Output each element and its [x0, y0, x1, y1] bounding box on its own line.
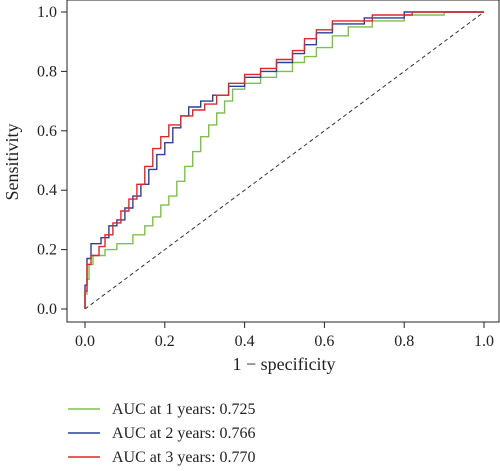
x-tick-label: 1.0 [474, 333, 494, 350]
y-tick-label: 0.6 [37, 123, 57, 140]
y-axis: 0.0 0.2 0.4 0.6 0.8 1.0 [37, 4, 67, 318]
legend-label-1: AUC at 1 years: 0.725 [112, 401, 256, 418]
y-tick-label: 1.0 [37, 4, 57, 21]
y-tick-label: 0.2 [37, 242, 57, 259]
plot-frame [66, 0, 500, 323]
x-axis: 0.0 0.2 0.4 0.6 0.8 1.0 [75, 322, 494, 350]
x-tick-label: 0.8 [394, 333, 414, 350]
reference-diagonal [84, 11, 485, 310]
x-tick-label: 0.6 [314, 333, 334, 350]
series-line-1 [84, 11, 484, 309]
series-layer [84, 11, 484, 309]
y-tick-label: 0.0 [37, 301, 57, 318]
legend-label-3: AUC at 3 years: 0.770 [112, 449, 256, 466]
y-tick-label: 0.8 [37, 63, 57, 80]
y-axis-title: Sensitivity [2, 123, 22, 200]
legend: AUC at 1 years: 0.725 AUC at 2 years: 0.7… [68, 401, 256, 466]
legend-label-2: AUC at 2 years: 0.766 [112, 425, 256, 442]
y-tick-label: 0.4 [37, 182, 57, 199]
x-tick-label: 0.4 [235, 333, 255, 350]
x-axis-title: 1 − specificity [232, 354, 335, 374]
series-line-3 [84, 11, 484, 309]
x-tick-label: 0.0 [75, 333, 95, 350]
x-tick-label: 0.2 [155, 333, 175, 350]
